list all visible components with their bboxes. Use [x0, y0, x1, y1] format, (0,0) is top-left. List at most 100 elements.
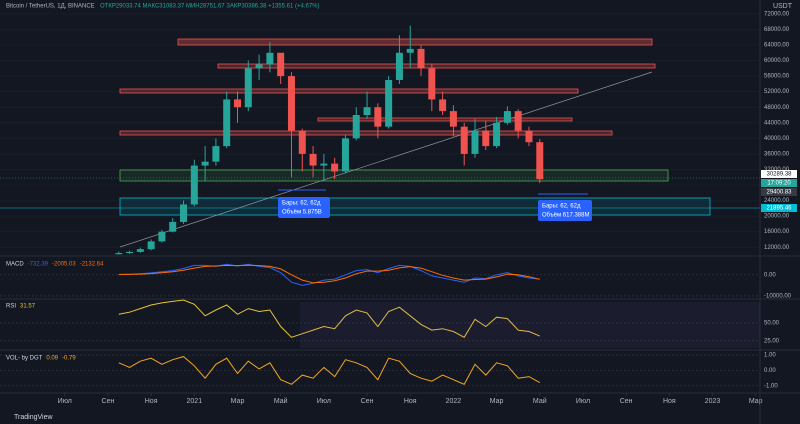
annotation: Бары: 62, 62д [282, 201, 321, 207]
indicator-value: 31.57 [20, 304, 36, 310]
annotation-box [538, 200, 592, 221]
candle-body [536, 142, 544, 180]
candle-body [449, 111, 457, 127]
y-tick-label: 25.00 [764, 338, 780, 344]
candle-body [147, 241, 155, 250]
candle-body [503, 111, 511, 123]
logo: TradingView [14, 414, 53, 421]
ohlc: ОТКР29033.74 МАКС31083.37 МИН28751.67 ЗА… [100, 4, 320, 10]
candle-body [406, 48, 414, 53]
x-tick-label: Ноя [663, 398, 676, 405]
candle-body [385, 80, 393, 127]
candle-body [460, 126, 468, 154]
x-tick-label: Сен [102, 398, 115, 405]
candle-body [136, 249, 144, 252]
price-tag: 29400.83 [766, 190, 792, 196]
candle-body [190, 165, 198, 205]
candle-body [514, 111, 522, 131]
y-tick-label: 72000.00 [764, 11, 790, 17]
candle-body [525, 130, 533, 143]
candle-body [255, 64, 263, 69]
indicator-title: MACD [6, 262, 24, 268]
indicator-title: RSI [6, 304, 16, 310]
x-tick-label: Май [533, 397, 547, 405]
annotation-box [278, 197, 330, 218]
candle-body [309, 153, 317, 166]
indicator-value: -2132.64 [80, 262, 104, 268]
candle-body [493, 122, 501, 147]
x-tick-label: Июл [58, 398, 72, 405]
annotation: Бары: 62, 62д [542, 204, 581, 210]
resistance-zone [177, 38, 653, 46]
candle-body [115, 253, 123, 255]
indicator-value: 0.09 [46, 356, 58, 362]
candle-body [320, 163, 328, 166]
candle-body [298, 130, 306, 154]
candle-body [341, 138, 349, 172]
resistance-zone [119, 130, 613, 136]
indicator-value: -0.79 [62, 356, 76, 362]
support-zone [119, 197, 711, 216]
candle-body [417, 48, 425, 69]
candle-body [234, 99, 241, 108]
y-tick-label: -10000.00 [764, 293, 792, 299]
x-tick-label: Июл [317, 398, 331, 405]
candle-body [482, 130, 490, 147]
x-tick-label: Ноя [404, 398, 417, 405]
price-tag-bg [761, 204, 797, 212]
annotation: Объём 5.875В [282, 210, 322, 216]
y-tick-label: 36000.00 [764, 151, 790, 157]
y-tick-label: 24000.00 [764, 198, 790, 204]
y-tick-label: 50.00 [764, 321, 780, 327]
y-tick-label: 52000.00 [764, 89, 790, 95]
currency: USDT [773, 3, 793, 10]
y-tick-label: 44000.00 [764, 120, 790, 126]
candle-body [374, 107, 382, 127]
marks: Июл Сен Ноя 2021 Мар Май Июл Сен Ноя 2022 Мар Май Ию… [6, 11, 792, 404]
x-tick-label: Ноя [145, 398, 158, 405]
candle-body [180, 204, 188, 222]
resistance-zone [119, 88, 579, 94]
y-tick-label: 64000.00 [764, 43, 790, 49]
price-tag: 17:09:20 [767, 181, 791, 187]
x-tick-label: 2023 [705, 398, 721, 405]
candle-body [244, 68, 252, 108]
indicator-line [118, 299, 540, 338]
indicator-value: -2005.03 [52, 262, 76, 268]
price-tag-bg [761, 179, 797, 187]
x-tick-label: Мар [749, 398, 763, 405]
annotation: Объём 617.388М [542, 213, 589, 219]
y-tick-label: 60000.00 [764, 58, 790, 64]
trend-line [119, 71, 653, 248]
candle-body [201, 161, 209, 166]
symbol: Bitcoin / TetherUS, 1Д, BINANCE [6, 4, 95, 10]
y-tick-label: 20000.00 [764, 214, 790, 220]
candle-body [331, 163, 339, 172]
y-tick-label: 40000.00 [764, 136, 790, 142]
candle-body [266, 52, 274, 65]
y-tick-label: 12000.00 [764, 245, 790, 251]
price-tag-bg [761, 170, 797, 178]
candle-body [439, 99, 447, 112]
candle-body [223, 99, 231, 147]
resistance-zone [317, 117, 573, 122]
candle-body [169, 221, 177, 232]
candle-body [158, 231, 166, 242]
y-tick-label: 56000.00 [764, 74, 790, 80]
candle-body [277, 52, 285, 77]
candle-body [471, 130, 479, 154]
indicator-line [118, 356, 541, 385]
support-zone [119, 169, 669, 182]
y-tick-label: 0.00 [764, 368, 776, 374]
x-tick-label: 2022 [446, 398, 462, 405]
price-tag-bg [761, 188, 797, 196]
resistance-zone [217, 63, 656, 69]
candle-body [126, 251, 134, 254]
x-tick-label: Май [274, 397, 288, 405]
x-tick-label: Мар [231, 398, 245, 405]
candle-body [395, 52, 403, 80]
rsi-band [300, 302, 760, 348]
y-tick-label: 1.00 [764, 353, 776, 359]
y-tick-label: 16000.00 [764, 229, 790, 235]
